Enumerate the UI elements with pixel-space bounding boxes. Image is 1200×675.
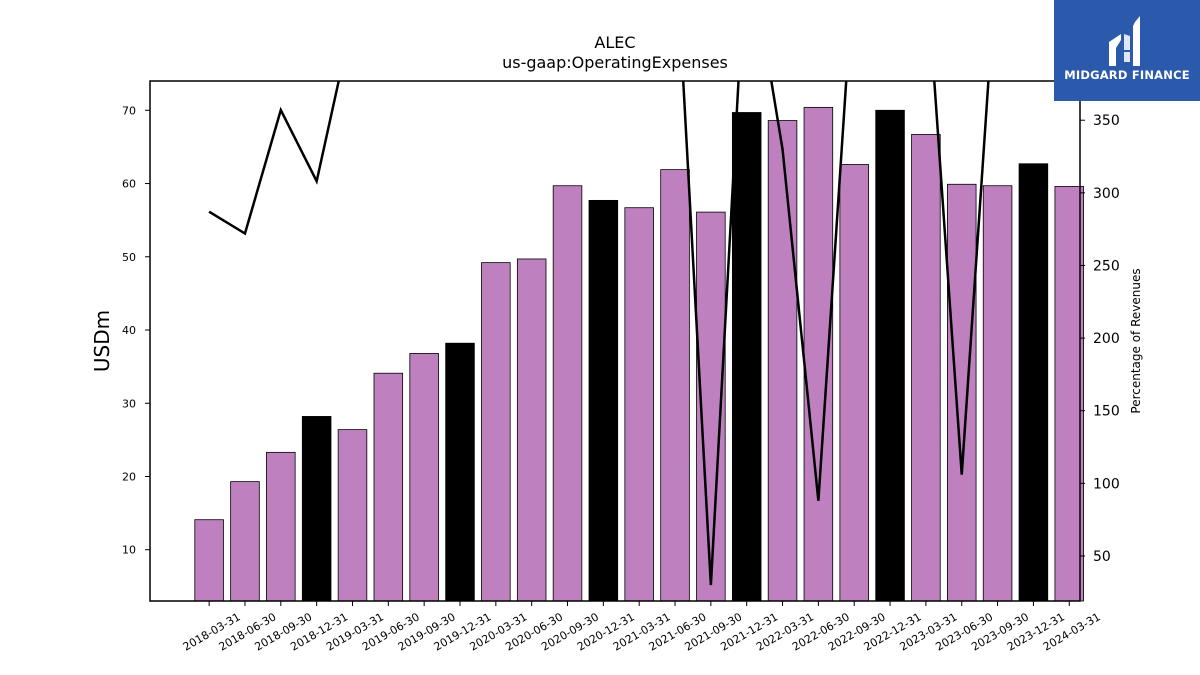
- bar: [839, 164, 869, 602]
- brand-logo: MIDGARD FINANCE: [1054, 0, 1200, 101]
- y-tick-label: 30: [122, 397, 136, 410]
- brand-logo-text: MIDGARD FINANCE: [1064, 68, 1190, 82]
- bar: [301, 416, 332, 602]
- y-tick-label: 50: [122, 251, 136, 264]
- bar-series: [194, 106, 1084, 602]
- bar: [1054, 186, 1084, 602]
- bar: [982, 185, 1013, 602]
- y-tick-label: 70: [122, 104, 136, 117]
- bar: [552, 185, 583, 602]
- bar: [911, 134, 941, 602]
- bar: [1018, 163, 1049, 602]
- y2-tick-label: 300: [1093, 186, 1120, 202]
- bar: [660, 169, 690, 602]
- bar: [337, 429, 368, 602]
- bar: [624, 207, 654, 602]
- bar: [946, 183, 977, 602]
- y-tick-label: 20: [122, 470, 136, 483]
- x-axis-ticks: 2018-03-312018-06-302018-09-302018-12-31…: [181, 601, 1103, 654]
- bar: [373, 372, 404, 602]
- y2-tick-label: 350: [1093, 113, 1120, 129]
- right-axis-ticks: 50 100 150 200 250 300 350: [1080, 113, 1120, 565]
- chart-subtitle: us-gaap:OperatingExpenses: [502, 53, 728, 72]
- bar: [194, 519, 224, 602]
- y-tick-label: 60: [122, 178, 136, 191]
- chart-title: ALEC: [594, 33, 635, 52]
- y2-tick-label: 250: [1093, 258, 1120, 274]
- bar: [266, 451, 296, 602]
- y2-axis-label: Percentage of Revenues: [1129, 268, 1143, 413]
- bar: [445, 342, 475, 602]
- bar: [875, 109, 905, 602]
- y2-tick-label: 150: [1093, 404, 1120, 420]
- bar: [516, 258, 547, 602]
- brand-mark-icon: [1109, 16, 1140, 66]
- bar: [230, 481, 260, 602]
- plot-frame: [149, 80, 1081, 602]
- bar: [588, 199, 619, 602]
- y-axis-label: USDm: [90, 310, 114, 372]
- y2-tick-label: 50: [1093, 549, 1111, 565]
- y-tick-label: 40: [122, 324, 136, 337]
- bar: [767, 120, 798, 602]
- y-tick-label: 10: [122, 544, 136, 557]
- left-axis-ticks: 10 20 30 40 50 60 70: [122, 104, 150, 557]
- bar: [731, 112, 762, 602]
- y2-tick-label: 100: [1093, 476, 1120, 492]
- bar: [481, 262, 511, 602]
- bar: [409, 353, 439, 602]
- y2-tick-label: 200: [1093, 331, 1120, 347]
